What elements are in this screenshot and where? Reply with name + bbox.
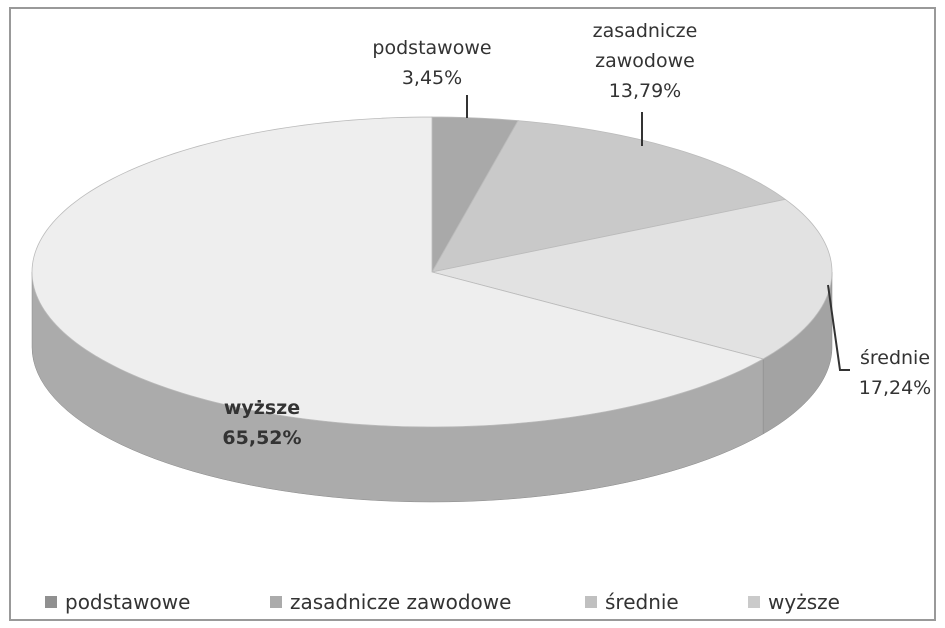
legend-item: zasadnicze zawodowe [270,590,511,614]
legend-item: wyższe [748,590,840,614]
legend-item: podstawowe [45,590,190,614]
pie-slice [431,198,833,360]
data-label-name: podstawowe [372,37,492,59]
legend-swatch [270,596,282,608]
data-label-name: wyższe [223,397,301,419]
data-label: wyższe 65,52% [177,393,347,453]
data-label-value: 3,45% [401,67,463,89]
pie-slice [431,120,787,273]
data-label: zasadnicze zawodowe 13,79% [575,16,715,106]
legend-swatch [585,596,597,608]
legend-swatch [748,596,760,608]
pie-slice [31,116,765,428]
data-label-value: 17,24% [858,377,932,399]
pie [31,116,833,503]
data-label-name: średnie [859,347,931,369]
legend-label: wyższe [768,590,840,614]
data-label: średnie 17,24% [810,343,945,403]
data-label-name: zasadnicze zawodowe [592,20,698,72]
pie-slice [431,116,519,274]
data-label-value: 13,79% [608,80,682,102]
leader-line [827,284,850,371]
legend-label: podstawowe [65,590,191,614]
legend-label: średnie [605,590,679,614]
legend-swatch [45,596,57,608]
data-label: podstawowe 3,45% [347,33,517,93]
data-label-value: 65,52% [222,427,302,449]
legend-label: zasadnicze zawodowe [290,590,512,614]
legend-item: średnie [585,590,679,614]
